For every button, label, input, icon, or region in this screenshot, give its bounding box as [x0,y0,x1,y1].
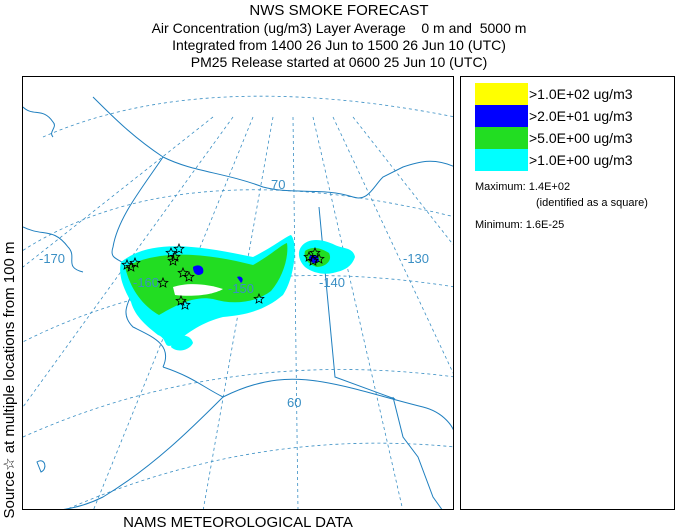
longitude-line [312,116,403,509]
legend-label: >1.0E+00 ug/m3 [529,152,633,168]
island [36,460,46,473]
maximum-value: 1.4E+02 [528,181,571,193]
map-canvas: -170 -160 -150 -140 -130 70 60 [23,95,453,509]
integration-period-line: Integrated from 1400 26 Jun to 1500 26 J… [172,37,506,53]
source-star-icon [157,276,169,288]
legend-label: >2.0E+01 ug/m3 [529,108,633,124]
meteorological-data-label: NAMS METEOROLOGICAL DATA [123,514,353,531]
legend-swatch [475,149,528,171]
source-markers [121,242,325,310]
minimum-label: Minimum: [475,219,523,231]
border-line [318,206,396,400]
source-side-label: Source☆ at multiple locations from 100 m [1,241,18,519]
plume-white-gap [173,284,223,296]
source-star-icon [167,254,179,266]
source-star-icon [253,292,265,304]
minimum-value: 1.6E-25 [525,219,565,231]
panhandle-coast [392,396,443,509]
forecast-title: NWS SMOKE FORECAST [249,2,429,19]
legend-label: >1.0E+02 ug/m3 [529,86,633,102]
concentration-layer-line: Air Concentration (ug/m3) Layer Average … [151,20,527,36]
longitude-line [23,116,214,268]
aleutian-coast [63,396,224,509]
plume-cyan-south [171,335,193,351]
legend-label: >5.0E+00 ug/m3 [529,130,633,146]
latitude-line [23,369,453,438]
source-star-icon [183,270,195,282]
alaska-coast [92,96,453,199]
source-star-icon [179,298,191,310]
legend-swatch [475,127,528,149]
legend-swatch [475,83,528,105]
legend-swatch [475,105,528,127]
legend-panel: >1.0E+02 ug/m3 >2.0E+01 ug/m3 >5.0E+00 u… [460,76,675,510]
smoke-map: -170 -160 -150 -140 -130 70 60 [22,76,454,510]
lat-label-70: 70 [271,177,285,192]
latitude-line [23,189,453,251]
longitude-line [352,116,453,246]
source-star-icon [313,252,325,264]
maximum-label: Maximum: [475,181,526,193]
coastlines [23,96,453,509]
longitude-line [332,116,453,374]
latitude-line [42,95,453,138]
source-star-icon [309,246,321,258]
source-side-label-area: Source☆ at multiple locations from 100 m [0,80,20,519]
plume-green [125,243,288,315]
longitude-line [292,116,299,509]
source-star-icon [177,266,189,278]
release-start-line: PM25 Release started at 0600 25 Jun 10 (… [190,54,488,70]
plume-blue [193,265,204,275]
minimum-stat: Minimum: 1.6E-25 [475,219,564,231]
lon-label-140: -140 [319,275,345,290]
source-star-icon [173,242,185,254]
maximum-note: (identified as a square) [536,197,648,209]
source-star-icon [129,256,141,268]
maximum-stat: Maximum: 1.4E+02 [475,181,570,193]
lon-label-150: -150 [228,281,254,296]
lon-label-130: -130 [403,251,429,266]
lon-label-170: -170 [39,251,65,266]
plume-blue-small [237,276,243,283]
alaska-south-coast [162,366,453,431]
lat-label-60: 60 [287,395,301,410]
smoke-plume [120,235,355,351]
siberia-coast [23,106,84,273]
lon-label-160: -160 [133,275,159,290]
